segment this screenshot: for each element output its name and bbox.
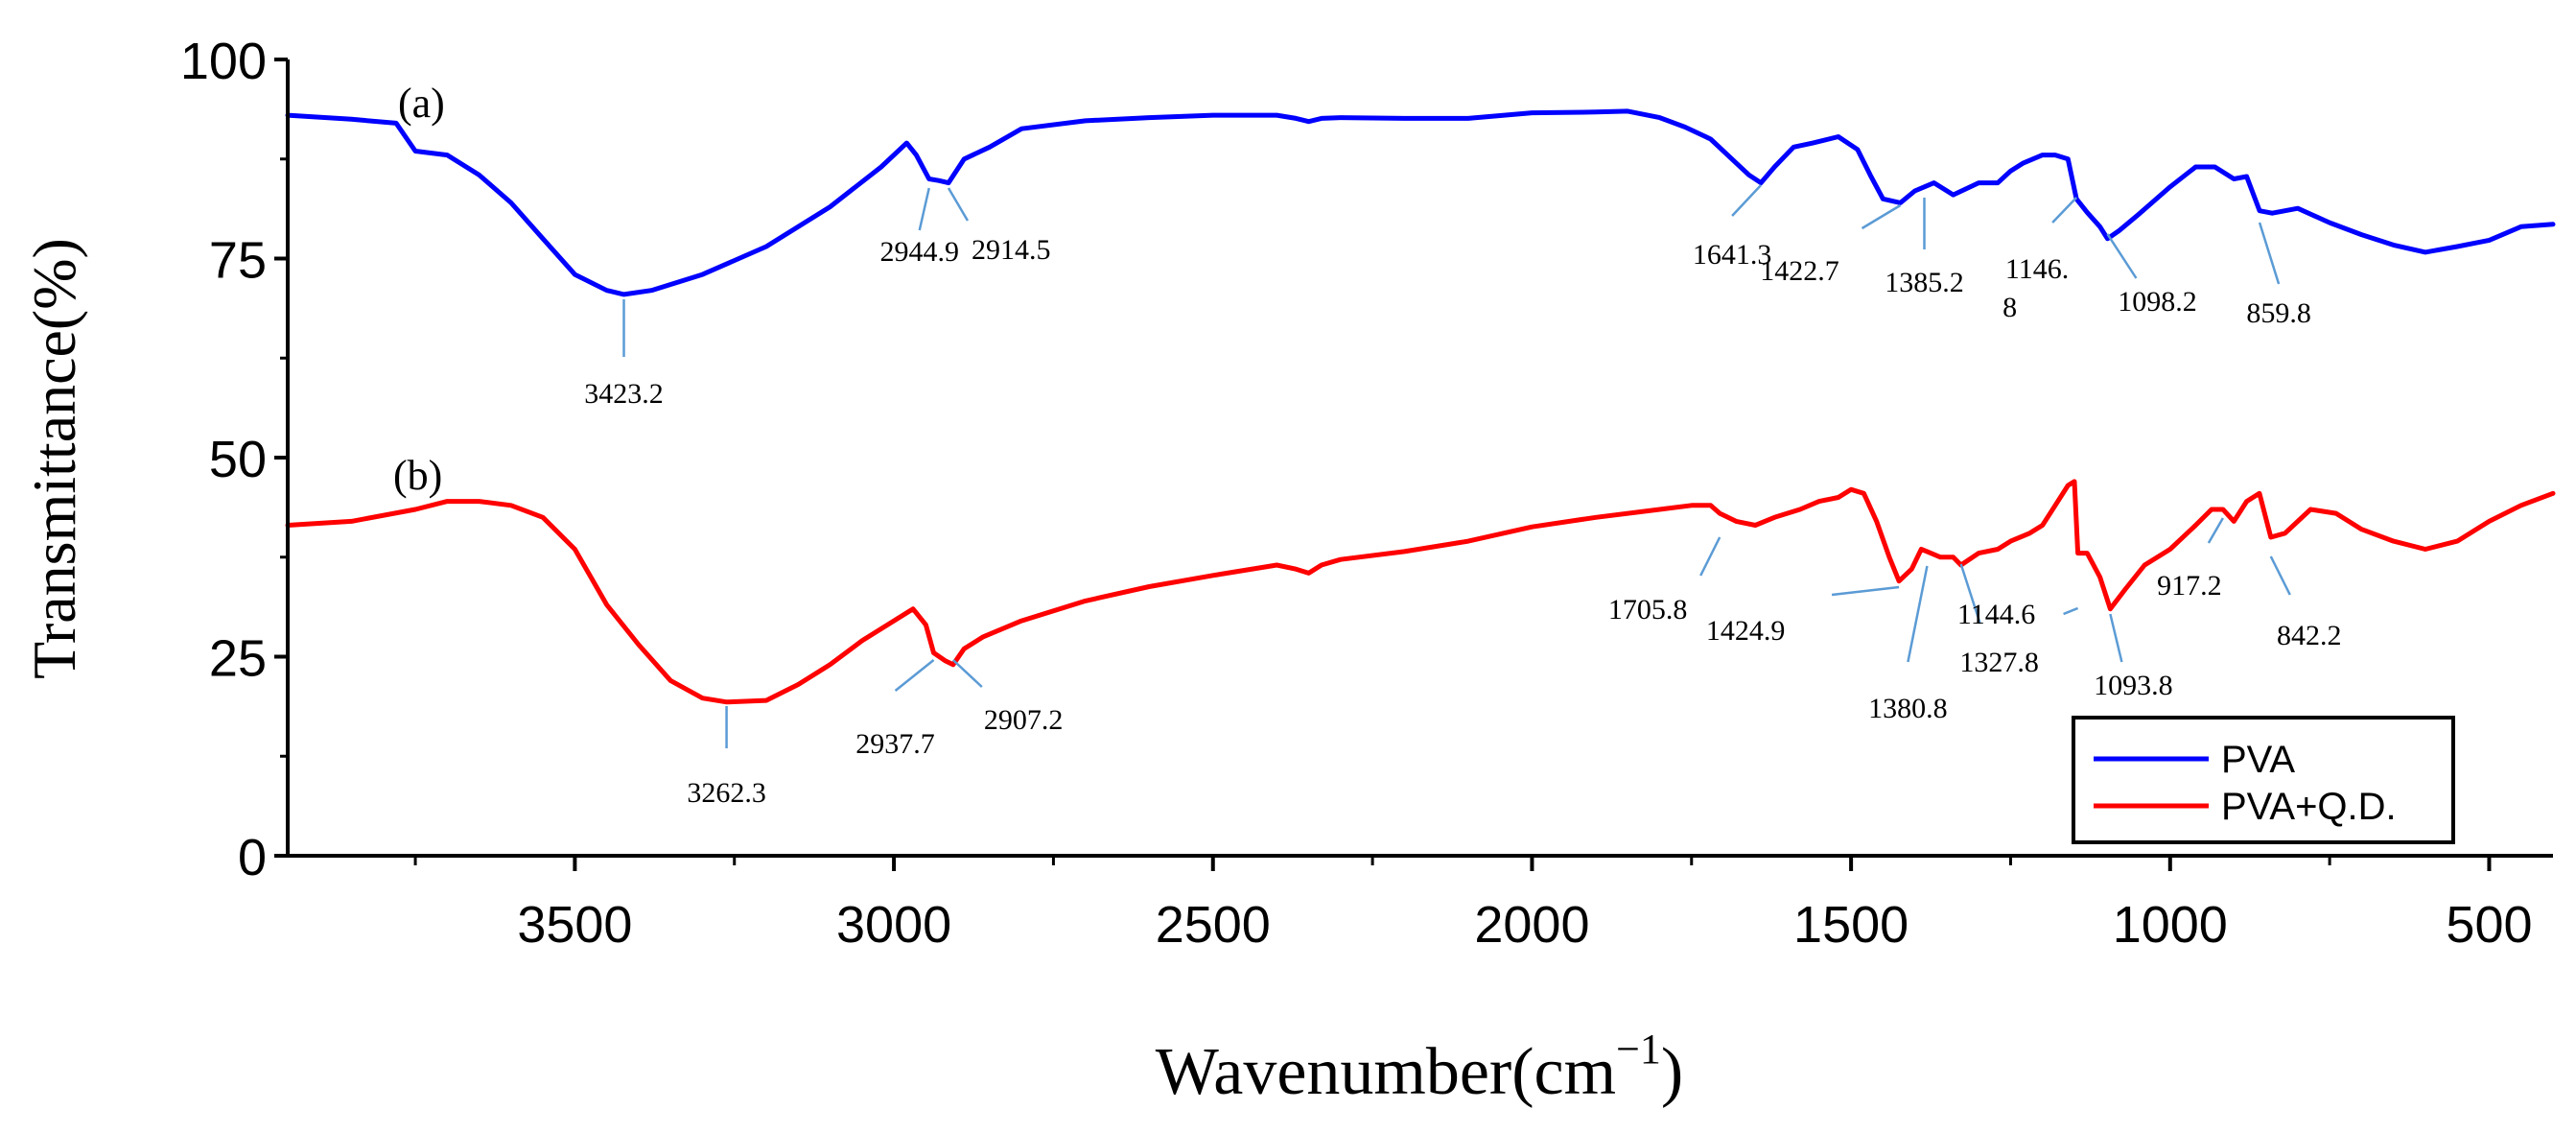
x-axis-title-close: ) bbox=[1661, 1035, 1683, 1109]
annotation-leader bbox=[947, 187, 970, 222]
legend: PVA PVA+Q.D. bbox=[2072, 716, 2455, 844]
peak-label: 1380.8 bbox=[1868, 693, 1948, 724]
annotation-leader bbox=[1907, 565, 1929, 663]
peak-label: 1705.8 bbox=[1608, 594, 1688, 626]
x-tick-label: 2000 bbox=[1474, 896, 1589, 954]
peak-label: 2914.5 bbox=[972, 234, 1051, 266]
y-tick-label: 50 bbox=[209, 431, 267, 488]
annotation-leader bbox=[2051, 197, 2078, 224]
y-tick-label: 100 bbox=[180, 33, 267, 90]
annotation-leader bbox=[2109, 613, 2123, 663]
series-line-pva-qd bbox=[285, 479, 2556, 705]
annotation-leader bbox=[1731, 184, 1763, 217]
annotation-leader bbox=[2207, 517, 2224, 544]
peak-label: 2907.2 bbox=[984, 704, 1064, 736]
annotation-leader bbox=[1699, 536, 1721, 577]
axis-ticks: 0 25 50 75 100 3500 3000 2500 2000 1500 1000 500 bbox=[180, 33, 2533, 954]
legend-box bbox=[2072, 716, 2455, 844]
annotation-leader bbox=[894, 659, 935, 692]
y-axis-title: Transmittance(%) bbox=[20, 238, 88, 679]
annotation-leader bbox=[2106, 233, 2138, 279]
series-line-pva bbox=[285, 108, 2556, 297]
plot-area bbox=[285, 108, 2556, 705]
panel-label-b: (b) bbox=[393, 452, 442, 499]
x-axis-title-superscript: −1 bbox=[1616, 1026, 1661, 1073]
peak-label: 3262.3 bbox=[687, 777, 766, 809]
x-tick-label: 3000 bbox=[836, 896, 951, 954]
peak-label: 1641.3 bbox=[1693, 239, 1772, 271]
peak-label: 2937.7 bbox=[855, 728, 935, 760]
x-tick-label: 500 bbox=[2446, 896, 2532, 954]
annotation-leader bbox=[2063, 606, 2079, 616]
legend-label-pva-qd: PVA+Q.D. bbox=[2221, 786, 2397, 828]
peak-label: 2944.9 bbox=[879, 236, 959, 268]
peak-label: 1385.2 bbox=[1885, 267, 1964, 298]
annotation-leader bbox=[951, 659, 983, 688]
y-tick-label: 25 bbox=[209, 630, 267, 688]
peak-label: 1098.2 bbox=[2118, 286, 2197, 318]
annotation-leader bbox=[1861, 203, 1902, 230]
x-axis-title-main: Wavenumber(cm bbox=[1156, 1035, 1616, 1109]
annotation-leader bbox=[1831, 585, 1900, 597]
peak-label: 1422.7 bbox=[1760, 255, 1839, 287]
annotation-leader bbox=[918, 187, 930, 231]
annotation-leader bbox=[2269, 555, 2291, 596]
annotation-leader bbox=[1959, 563, 1981, 625]
x-tick-label: 1500 bbox=[1793, 896, 1909, 954]
y-tick-label: 0 bbox=[238, 829, 267, 886]
peak-label: 842.2 bbox=[2277, 620, 2342, 651]
peak-label: 917.2 bbox=[2157, 570, 2222, 602]
peak-label: 1093.8 bbox=[2094, 670, 2173, 701]
x-tick-label: 3500 bbox=[517, 896, 632, 954]
peak-label: 1327.8 bbox=[1959, 647, 2039, 678]
peak-label: 1146. bbox=[2005, 253, 2069, 285]
y-tick-label: 75 bbox=[209, 232, 267, 290]
x-axis-title: Wavenumber(cm−1) bbox=[1156, 1026, 1683, 1109]
peak-label: 1424.9 bbox=[1706, 615, 1786, 647]
annotation-leader bbox=[2258, 222, 2281, 285]
peak-label-continuation: 8 bbox=[2002, 292, 2017, 323]
peak-label: 1144.6 bbox=[1957, 599, 2035, 630]
x-tick-label: 2500 bbox=[1156, 896, 1271, 954]
peak-label: 859.8 bbox=[2246, 297, 2311, 329]
x-tick-label: 1000 bbox=[2113, 896, 2228, 954]
legend-label-pva: PVA bbox=[2221, 739, 2295, 781]
peak-label: 3423.2 bbox=[584, 378, 664, 410]
panel-label-a: (a) bbox=[398, 80, 445, 127]
